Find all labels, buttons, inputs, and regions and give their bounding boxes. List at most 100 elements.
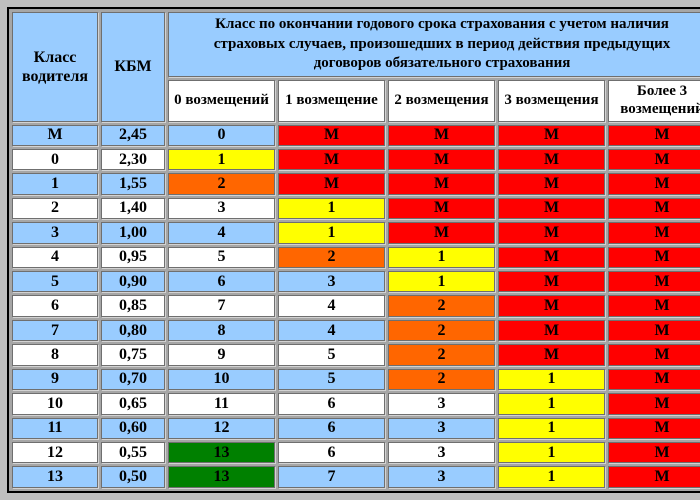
result-class-cell: 3 [388, 393, 495, 415]
subheader-claims-3: 3 возмещения [498, 79, 605, 122]
result-class-cell: 1 [498, 466, 605, 488]
driver-class-cell: 5 [12, 271, 98, 293]
result-class-cell: 7 [278, 466, 385, 488]
result-class-cell: 13 [168, 466, 275, 488]
kbm-value-cell: 0,95 [101, 246, 165, 269]
result-class-cell: 5 [168, 246, 275, 269]
result-class-cell: 1 [388, 246, 495, 269]
result-class-cell: 3 [168, 197, 275, 220]
result-class-cell: М [278, 173, 385, 195]
subheader-row: 0 возмещений 1 возмещение 2 возмещения 3 во… [12, 79, 700, 122]
table-row: 4 0,95 5 2 1 М М [12, 246, 700, 269]
table-row: 10 0,65 11 6 3 1 М [12, 393, 700, 415]
kbm-value-cell: 0,85 [101, 295, 165, 317]
result-class-cell: М [498, 173, 605, 195]
table-row: 6 0,85 7 4 2 М М [12, 295, 700, 317]
result-class-cell: 6 [278, 441, 385, 464]
subheader-claims-0: 0 возмещений [168, 79, 275, 122]
result-class-cell: 12 [168, 417, 275, 439]
driver-class-cell: 7 [12, 319, 98, 342]
result-class-cell: 2 [388, 319, 495, 342]
result-class-cell: М [608, 148, 700, 171]
result-class-cell: М [498, 319, 605, 342]
result-class-cell: М [498, 148, 605, 171]
kbm-value-cell: 0,80 [101, 319, 165, 342]
result-class-cell: М [608, 441, 700, 464]
kbm-bonus-malus-table: Класс водителя КБМ Класс по окончании го… [7, 7, 700, 493]
table-row: 0 2,30 1 М М М М [12, 148, 700, 171]
result-class-cell: 5 [278, 368, 385, 391]
result-class-cell: 6 [278, 393, 385, 415]
result-class-cell: 2 [278, 246, 385, 269]
result-class-cell: М [388, 222, 495, 244]
result-class-cell: 11 [168, 393, 275, 415]
result-class-cell: М [608, 417, 700, 439]
result-class-cell: 3 [388, 466, 495, 488]
result-class-cell: М [608, 173, 700, 195]
result-class-cell: 1 [498, 393, 605, 415]
result-class-cell: М [388, 173, 495, 195]
table-row: М 2,45 0 М М М М [12, 124, 700, 146]
result-class-cell: 13 [168, 441, 275, 464]
result-class-cell: М [608, 246, 700, 269]
kbm-value-cell: 1,40 [101, 197, 165, 220]
result-class-cell: 2 [168, 173, 275, 195]
result-class-cell: М [608, 344, 700, 366]
result-class-cell: 4 [278, 319, 385, 342]
table-row: 7 0,80 8 4 2 М М [12, 319, 700, 342]
result-class-cell: М [608, 319, 700, 342]
table-body: М 2,45 0 М М М М 0 2,30 1 М М М М 1 1,55 2 М М М М 2 1,40 3 1 М М М… [12, 124, 700, 488]
result-class-cell: 1 [498, 368, 605, 391]
result-class-cell: М [608, 393, 700, 415]
driver-class-cell: 3 [12, 222, 98, 244]
result-class-cell: М [278, 148, 385, 171]
result-class-cell: 4 [168, 222, 275, 244]
result-class-cell: 2 [388, 344, 495, 366]
kbm-value-cell: 0,90 [101, 271, 165, 293]
driver-class-cell: 2 [12, 197, 98, 220]
kbm-value-cell: 0,60 [101, 417, 165, 439]
result-class-cell: М [608, 368, 700, 391]
kbm-value-cell: 2,30 [101, 148, 165, 171]
kbm-value-cell: 0,75 [101, 344, 165, 366]
driver-class-cell: М [12, 124, 98, 146]
result-class-cell: 7 [168, 295, 275, 317]
result-class-cell: М [498, 246, 605, 269]
table-row: 5 0,90 6 3 1 М М [12, 271, 700, 293]
kbm-value-cell: 1,00 [101, 222, 165, 244]
table-row: 12 0,55 13 6 3 1 М [12, 441, 700, 464]
subheader-claims-4: Более 3 возмещений [608, 79, 700, 122]
kbm-value-cell: 0,55 [101, 441, 165, 464]
result-class-cell: 2 [388, 368, 495, 391]
result-class-cell: 3 [388, 441, 495, 464]
result-class-cell: М [498, 344, 605, 366]
result-class-cell: М [608, 124, 700, 146]
kbm-value-cell: 0,65 [101, 393, 165, 415]
result-class-cell: М [608, 271, 700, 293]
result-class-cell: 4 [278, 295, 385, 317]
result-class-cell: М [498, 222, 605, 244]
driver-class-cell: 10 [12, 393, 98, 415]
result-class-cell: М [388, 124, 495, 146]
result-class-cell: 1 [498, 417, 605, 439]
result-class-cell: 1 [168, 148, 275, 171]
result-class-cell: 9 [168, 344, 275, 366]
result-class-cell: 1 [278, 197, 385, 220]
driver-class-cell: 8 [12, 344, 98, 366]
result-class-cell: 2 [388, 295, 495, 317]
result-class-cell: М [388, 197, 495, 220]
driver-class-cell: 0 [12, 148, 98, 171]
table-header: Класс водителя КБМ Класс по окончании го… [12, 12, 700, 122]
result-class-cell: 10 [168, 368, 275, 391]
result-class-cell: М [608, 222, 700, 244]
kbm-value-cell: 0,50 [101, 466, 165, 488]
subheader-claims-1: 1 возмещение [278, 79, 385, 122]
driver-class-cell: 6 [12, 295, 98, 317]
driver-class-cell: 11 [12, 417, 98, 439]
header-kbm: КБМ [101, 12, 165, 122]
table-row: 9 0,70 10 5 2 1 М [12, 368, 700, 391]
table-row: 1 1,55 2 М М М М [12, 173, 700, 195]
table-row: 8 0,75 9 5 2 М М [12, 344, 700, 366]
result-class-cell: М [608, 295, 700, 317]
